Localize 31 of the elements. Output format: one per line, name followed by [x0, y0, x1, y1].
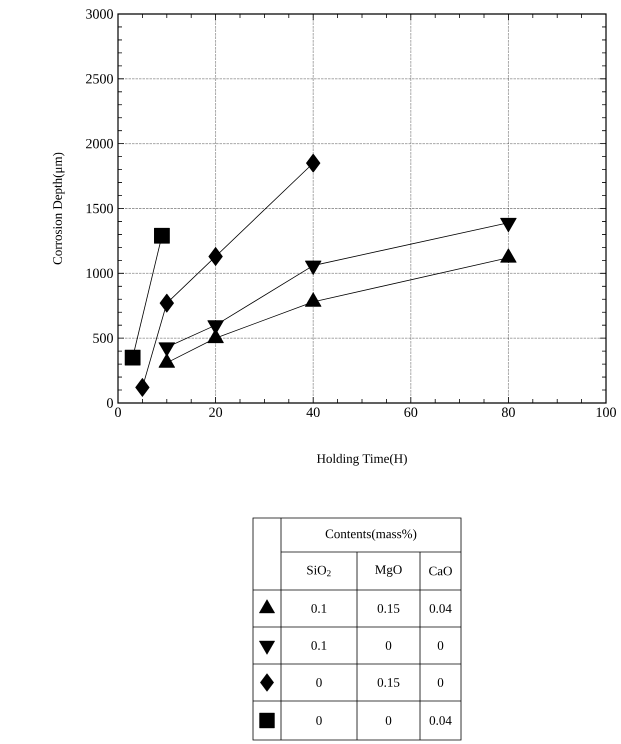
- y-tick-label: 3000: [86, 9, 113, 19]
- text: 0: [438, 678, 444, 687]
- text: 0: [316, 716, 322, 725]
- x-axis-title: Holding Time(H): [316, 454, 407, 466]
- y-tick-label: 0: [107, 398, 113, 408]
- text: SiO$_{2}$: [307, 566, 331, 576]
- x-tick-label: 20: [209, 408, 222, 417]
- x-tick-label: 40: [306, 408, 320, 417]
- text: 0: [438, 641, 444, 650]
- text: CaO: [429, 566, 452, 576]
- x-tick-label: 0: [115, 408, 121, 417]
- x-tick-label: 80: [502, 408, 515, 417]
- text: 0.15: [378, 678, 400, 687]
- text: 0.1: [311, 641, 326, 650]
- legend-title: Contents(mass%): [326, 529, 416, 541]
- y-tick-label: 1000: [86, 268, 113, 278]
- text: 0: [316, 678, 322, 687]
- y-tick-label: 1500: [86, 204, 113, 214]
- text: 0.04: [430, 604, 452, 613]
- text: 0: [386, 641, 392, 650]
- text: 0: [386, 716, 392, 725]
- y-tick-label: 500: [93, 333, 113, 343]
- x-tick-label: 100: [596, 408, 616, 417]
- y-tick-label: 2000: [86, 138, 113, 148]
- text: 0.15: [378, 604, 400, 613]
- y-tick-label: 2500: [86, 74, 113, 84]
- text: MgO: [375, 565, 402, 577]
- y-axis-title: Corrosion Depth(μm): [52, 152, 65, 264]
- text: 0.1: [311, 604, 326, 613]
- x-tick-label: 60: [404, 408, 418, 417]
- text: 0.04: [430, 716, 452, 725]
